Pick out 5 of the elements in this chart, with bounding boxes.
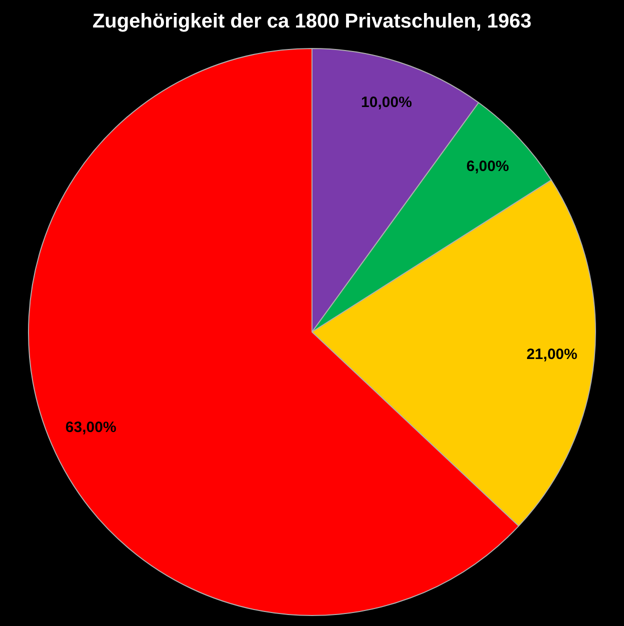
data-label: 21,00%	[526, 346, 578, 363]
data-label: 6,00%	[466, 158, 509, 176]
data-label: 63,00%	[65, 418, 116, 436]
chart-title: Zugehörigkeit der ca 1800 Privatschulen, 1963	[92, 10, 532, 33]
data-label: 10,00%	[361, 94, 412, 111]
